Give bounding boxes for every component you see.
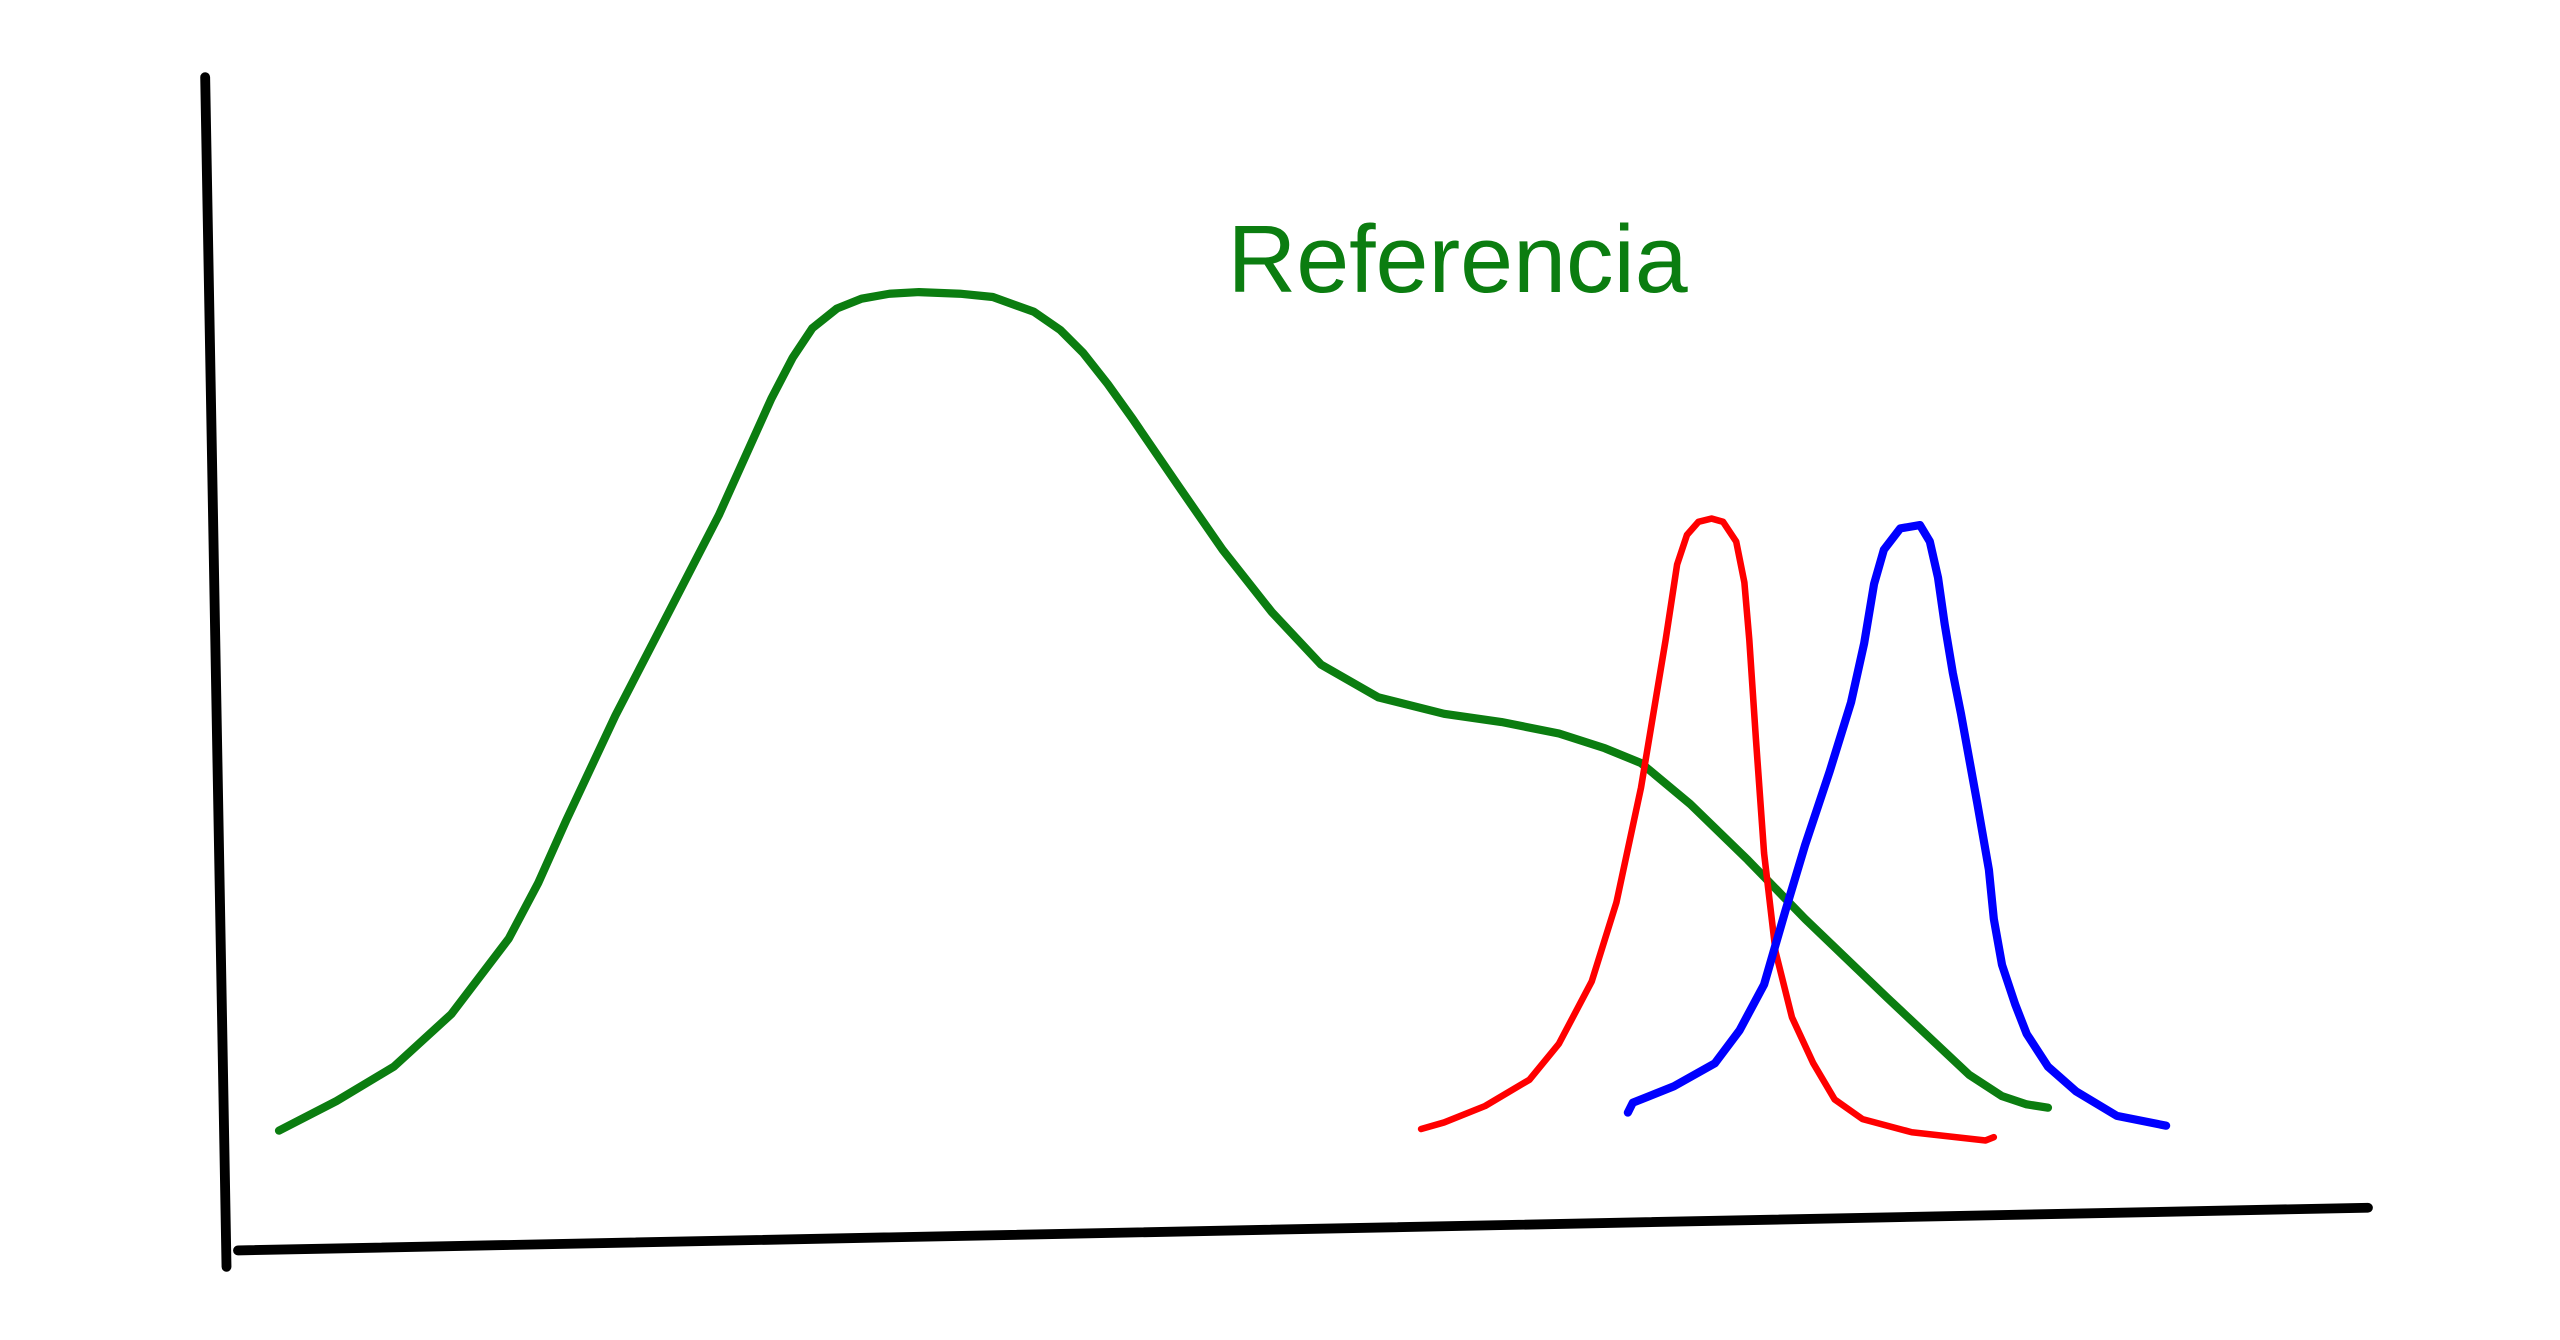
reference-label: Referencia xyxy=(1227,207,1687,313)
red-curve xyxy=(1417,515,1998,1144)
reference-curve xyxy=(274,287,2053,1135)
horizontal-axis xyxy=(233,1202,2373,1256)
vertical-axis xyxy=(200,72,232,1272)
blue-curve xyxy=(1623,521,2171,1130)
